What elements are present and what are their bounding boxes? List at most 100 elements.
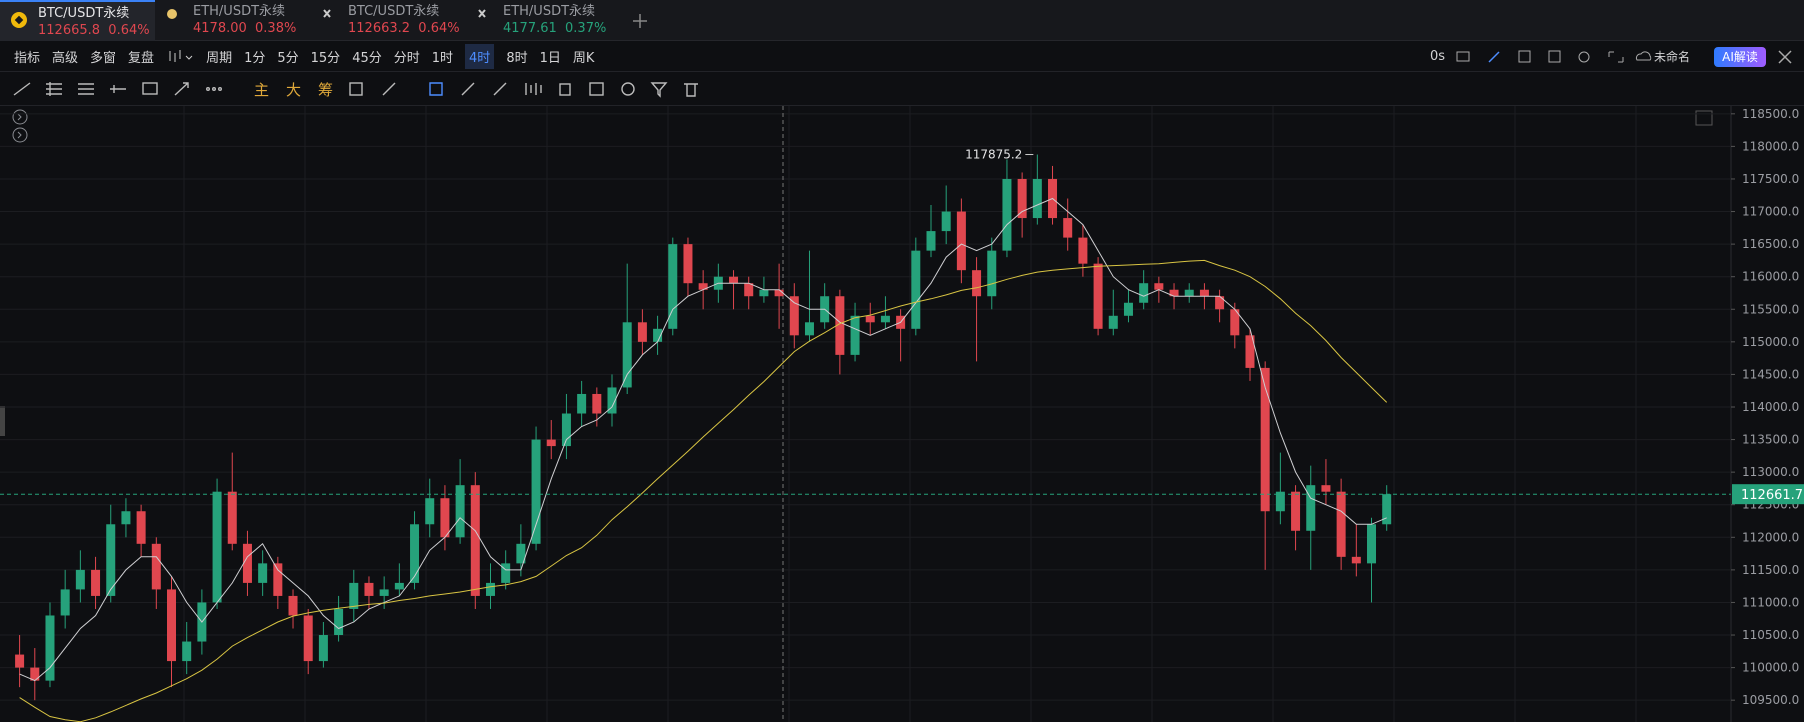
chart-corner-icon[interactable] <box>1695 110 1713 126</box>
interval[interactable]: 15分 <box>310 50 341 66</box>
candle-body <box>789 296 799 336</box>
candle-body <box>75 569 85 590</box>
candle-body <box>653 328 663 342</box>
candle-body <box>106 524 116 596</box>
candle-body <box>1382 494 1392 525</box>
tool-main[interactable]: 主 <box>254 81 270 99</box>
tab[interactable]: ETH/USDT永续 4178.00 0.38% <box>155 0 310 41</box>
tab[interactable]: BTC/USDT永续 112663.2 0.64% <box>310 0 465 41</box>
candle-body <box>941 211 951 232</box>
toolbar: 指标 高级 多窗 复盘 周期 1分 5分 15分 45分 分时 1时 4时 8时… <box>0 41 1804 72</box>
candle-body <box>926 231 936 251</box>
interval[interactable]: 5分 <box>277 50 299 66</box>
tool-large[interactable]: 大 <box>286 81 302 99</box>
candle-body <box>1002 178 1012 251</box>
y-tick-label: 111000.0 <box>1742 595 1799 609</box>
tab-symbol: BTC/USDT永续 <box>38 6 130 21</box>
tool-button[interactable]: 多窗 <box>90 50 117 66</box>
candle-body <box>501 563 511 583</box>
tab[interactable]: BTC/USDT永续 112665.8 0.64% <box>0 0 155 41</box>
collapse-icon[interactable] <box>12 127 28 143</box>
candle-body <box>1306 485 1316 531</box>
candle-body <box>1017 178 1027 219</box>
y-tick-label: 118000.0 <box>1742 139 1799 153</box>
candle-body <box>1108 315 1118 329</box>
candle-body <box>425 498 435 525</box>
interval[interactable]: 周K <box>572 50 595 66</box>
candle-body <box>91 569 101 596</box>
timer: 0s <box>1430 48 1446 64</box>
tool-button[interactable]: 指标 <box>14 50 41 66</box>
candle-body <box>577 393 587 414</box>
candle-body <box>1154 283 1164 290</box>
layout-name[interactable]: 未命名 <box>1654 49 1691 64</box>
candle-body <box>1291 491 1301 531</box>
candle-body <box>1230 309 1240 336</box>
interval[interactable]: 1日 <box>539 50 561 66</box>
ai-button[interactable]: AI解读 <box>1714 47 1766 67</box>
tab-bar: BTC/USDT永续 112665.8 0.64% ETH/USDT永续 4178.… <box>0 0 1804 41</box>
candle-body <box>227 491 237 544</box>
tab-change: 0.38% <box>255 21 297 36</box>
candle-body <box>683 244 693 284</box>
tool-button[interactable]: 高级 <box>52 50 79 66</box>
y-tick-label: 117000.0 <box>1742 205 1799 219</box>
candle-body <box>318 635 328 662</box>
candle-body <box>637 322 647 342</box>
candle-body <box>273 563 283 596</box>
tool-chips[interactable]: 筹 <box>318 81 334 99</box>
candle-body <box>1260 367 1270 512</box>
y-tick-label: 115500.0 <box>1742 302 1799 316</box>
candle-body <box>303 615 313 662</box>
candle-body <box>865 315 875 323</box>
period-button[interactable]: 周期 <box>206 50 233 66</box>
drawing-icons <box>13 82 698 98</box>
interval-active[interactable]: 4时 <box>465 43 495 69</box>
chart-type-icon[interactable] <box>166 48 196 64</box>
tab[interactable]: ETH/USDT永续 4177.61 0.37% <box>465 0 620 41</box>
tab-symbol: ETH/USDT永续 <box>193 4 286 19</box>
candle-body <box>167 589 176 662</box>
candle-body <box>759 289 769 297</box>
settings-icon[interactable] <box>1776 48 1794 66</box>
candle-body <box>364 582 374 596</box>
candle-body <box>349 582 359 609</box>
tab-symbol: BTC/USDT永续 <box>348 4 440 19</box>
y-tick-label: 114000.0 <box>1742 400 1799 414</box>
y-tick-label: 115000.0 <box>1742 335 1799 349</box>
side-handle[interactable] <box>0 406 5 436</box>
coin-icon <box>323 9 331 18</box>
last-price-label: 112661.7 <box>1741 488 1803 503</box>
tab-price: 4177.61 <box>503 21 557 36</box>
candle-body <box>1321 485 1331 492</box>
y-tick-label: 110000.0 <box>1742 661 1799 675</box>
interval[interactable]: 1分 <box>244 50 266 66</box>
candle-body <box>1093 263 1103 329</box>
y-tick-label: 117500.0 <box>1742 172 1799 186</box>
candle-body <box>729 276 739 284</box>
y-tick-label: 118500.0 <box>1742 107 1799 121</box>
candle-body <box>987 250 997 297</box>
tool-button[interactable]: 复盘 <box>128 50 155 66</box>
candle-body <box>835 296 845 355</box>
interval[interactable]: 分时 <box>393 50 420 66</box>
candle-body <box>334 608 344 636</box>
candle-body <box>30 667 40 681</box>
candle-body <box>470 485 480 596</box>
candle-body <box>455 485 465 538</box>
y-tick-label: 112000.0 <box>1742 530 1799 544</box>
candle-body <box>607 387 617 414</box>
tab-symbol: ETH/USDT永续 <box>503 4 596 19</box>
candle-body <box>485 582 495 596</box>
interval[interactable]: 45分 <box>352 50 382 66</box>
candle-body <box>121 511 131 525</box>
candle-body <box>622 322 632 388</box>
candle-body <box>1351 556 1361 564</box>
interval[interactable]: 1时 <box>431 50 454 66</box>
interval[interactable]: 8时 <box>506 50 528 66</box>
add-tab[interactable] <box>620 0 660 41</box>
y-tick-label: 114500.0 <box>1742 367 1799 381</box>
collapse-icon[interactable] <box>12 109 28 125</box>
tab-price: 4178.00 <box>193 21 247 36</box>
